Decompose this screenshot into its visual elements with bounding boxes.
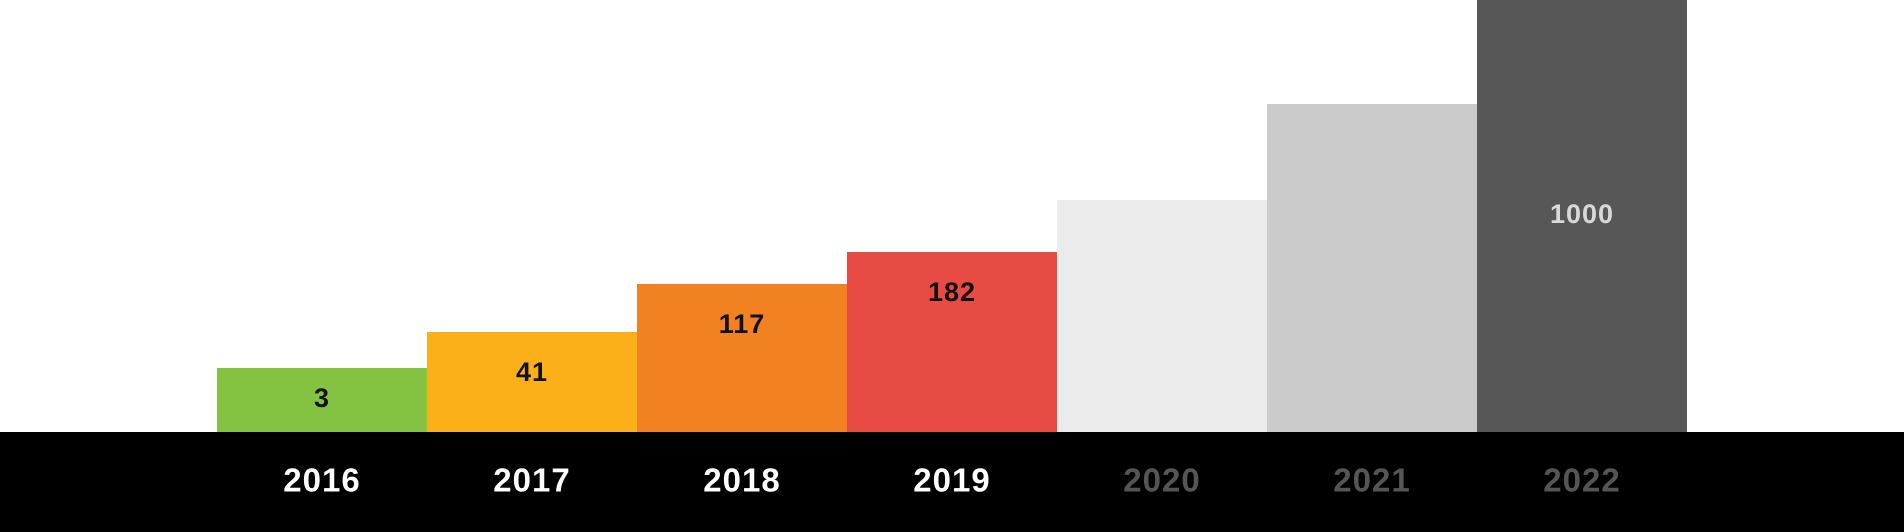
value-label-2017: 41 [516, 357, 548, 387]
value-label-2022: 1000 [1550, 199, 1614, 229]
x-tick-label-2020: 2020 [1123, 462, 1200, 499]
bar-2020 [1057, 200, 1267, 432]
x-tick-label-2021: 2021 [1333, 462, 1410, 499]
value-label-2019: 182 [928, 277, 976, 307]
x-tick-labels-layer: 2016 2017 2018 2019 2020 2021 2022 [283, 462, 1620, 499]
bar-2017 [427, 332, 637, 432]
x-tick-label-2018: 2018 [703, 462, 780, 499]
bar-2022 [1477, 0, 1687, 432]
x-axis-band [0, 432, 1904, 532]
value-label-2018: 117 [719, 309, 766, 339]
bars-layer [217, 0, 1687, 432]
x-tick-label-2016: 2016 [283, 462, 360, 499]
value-labels-layer: 3 41 117 182 1000 [314, 199, 1614, 413]
bar-2019 [847, 252, 1057, 432]
bar-2016 [217, 368, 427, 432]
x-tick-label-2022: 2022 [1543, 462, 1620, 499]
x-tick-label-2017: 2017 [493, 462, 570, 499]
bar-2018 [637, 284, 847, 432]
value-label-2016: 3 [314, 383, 330, 413]
x-tick-label-2019: 2019 [913, 462, 990, 499]
bar-2021 [1267, 104, 1477, 432]
